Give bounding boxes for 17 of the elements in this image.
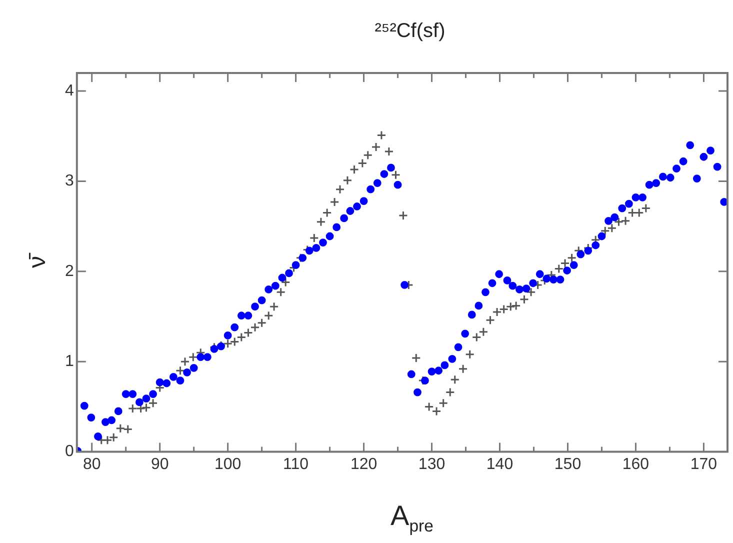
- x-tick-label: 90: [150, 456, 169, 473]
- y-tick-label: 0: [64, 443, 74, 460]
- y-tick-label: 1: [64, 353, 74, 370]
- x-tick-label: 80: [82, 456, 101, 473]
- x-tick-label: 130: [418, 456, 446, 473]
- y-tick-label: 4: [64, 82, 74, 100]
- x-tick-label: 170: [690, 456, 718, 473]
- y-tick-label: 3: [64, 172, 74, 190]
- x-tick-label: 100: [214, 456, 242, 473]
- y-tick-label: 2: [64, 262, 74, 280]
- x-tick-label: 110: [283, 456, 309, 473]
- x-tick-label: 160: [622, 456, 650, 473]
- chart-title: ²⁵²Cf(sf): [374, 20, 446, 43]
- x-tick-label: 120: [350, 456, 378, 473]
- x-tick-label: 140: [486, 456, 514, 473]
- x-tick-label: 150: [554, 456, 582, 473]
- x-axis-title: A$_{pre}$: [390, 500, 434, 537]
